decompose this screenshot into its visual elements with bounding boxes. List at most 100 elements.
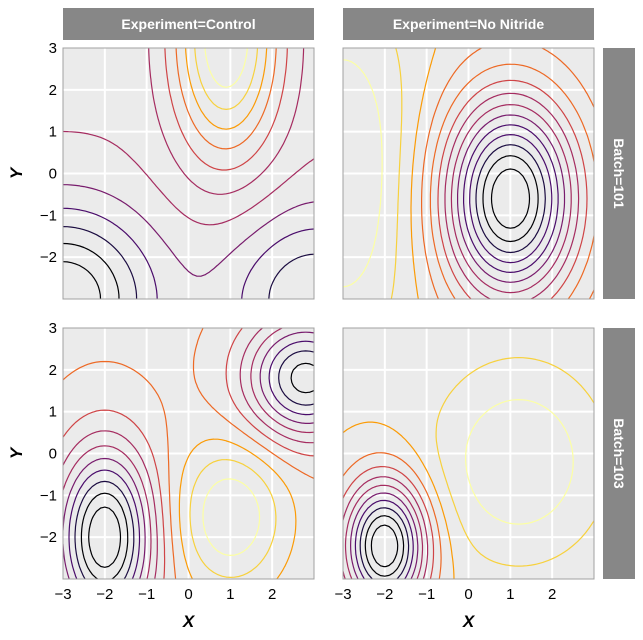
contour-level-7 xyxy=(63,328,314,579)
contour-level-5 xyxy=(463,124,559,273)
contour-level-9 xyxy=(437,79,588,299)
contour-level-1 xyxy=(88,506,122,568)
column-strip-0-label: Experiment=Control xyxy=(121,16,255,32)
contour-lines xyxy=(63,328,314,579)
y-tick-label: −2 xyxy=(40,529,57,546)
y-tick-label: 0 xyxy=(49,446,57,463)
contour-level-8 xyxy=(343,466,435,579)
contour-level-6 xyxy=(63,328,314,579)
x-tick-label: 2 xyxy=(268,586,276,603)
y-tick-label: −1 xyxy=(40,487,57,504)
contour-level-3 xyxy=(63,226,314,299)
row-strip-1: Batch=103 xyxy=(603,328,635,579)
contour-level-14 xyxy=(343,59,383,288)
contour-level-3 xyxy=(359,507,410,579)
x-tick-label: −3 xyxy=(334,586,351,603)
contour-level-8 xyxy=(444,92,580,299)
contour-level-7 xyxy=(450,104,572,294)
contour-level-8 xyxy=(63,328,314,579)
contour-level-12 xyxy=(204,48,248,88)
y-tick-label: 1 xyxy=(49,404,57,421)
y-tick-label: 3 xyxy=(49,40,57,57)
contour-level-10 xyxy=(185,48,268,130)
row-strip-0: Batch=101 xyxy=(603,48,635,299)
contour-level-8 xyxy=(164,48,288,171)
y-tick-label: −2 xyxy=(40,249,57,266)
x-tick-label: 1 xyxy=(506,586,514,603)
y-tick-label: 2 xyxy=(49,362,57,379)
contour-level-9 xyxy=(63,328,314,579)
contour-level-9 xyxy=(175,48,277,150)
contour-lines xyxy=(63,48,314,299)
column-strip-0: Experiment=Control xyxy=(63,8,314,40)
y-tick-label: 2 xyxy=(49,82,57,99)
row-strip-1-label: Batch=103 xyxy=(611,418,627,489)
panel-no-nitride-batch-103: −3 −2 −1 0 1 2 xyxy=(334,327,595,603)
contour-level-4 xyxy=(68,340,314,579)
y-axis-title-row-0: Y xyxy=(7,166,26,179)
contour-level-6 xyxy=(344,484,424,579)
y-tick-label: −1 xyxy=(40,207,57,224)
contour-level-11 xyxy=(435,357,594,567)
contour-level-7 xyxy=(148,48,305,195)
contour-level-7 xyxy=(343,476,429,579)
x-tick-label: 2 xyxy=(548,586,556,603)
contour-level-6 xyxy=(63,130,314,226)
x-tick-label: 1 xyxy=(226,586,234,603)
y-tick-label: 3 xyxy=(49,320,57,337)
contour-level-9 xyxy=(343,452,442,579)
contour-level-12 xyxy=(410,48,437,299)
contour-level-1 xyxy=(370,524,399,568)
y-tick-label: 0 xyxy=(49,166,57,183)
panel-control-batch-103: −2 −1 0 1 2 3 −3 −2 −1 0 1 2 xyxy=(40,320,315,603)
x-tick-label: −3 xyxy=(54,586,71,603)
x-axis-title-col-0: X xyxy=(182,612,196,631)
x-tick-label: −2 xyxy=(96,586,113,603)
panel-border xyxy=(62,327,315,580)
contour-level-1 xyxy=(63,261,102,299)
contour-lines xyxy=(343,357,594,579)
column-strip-1: Experiment=No Nitride xyxy=(343,8,594,40)
contour-level-6 xyxy=(457,114,566,283)
contour-level-5 xyxy=(63,184,314,277)
y-tick-label: 1 xyxy=(49,124,57,141)
contour-level-2 xyxy=(364,515,405,577)
contour-level-5 xyxy=(350,492,419,579)
contour-level-2 xyxy=(482,155,539,243)
contour-level-13 xyxy=(390,48,403,299)
contour-level-1 xyxy=(490,168,531,229)
panel-border xyxy=(62,47,315,300)
column-strip-1-label: Experiment=No Nitride xyxy=(393,16,545,32)
contour-level-11 xyxy=(194,48,259,110)
x-tick-label: −2 xyxy=(376,586,393,603)
contour-level-11 xyxy=(189,459,277,578)
x-tick-label: −1 xyxy=(138,586,155,603)
contour-level-4 xyxy=(63,207,314,299)
contour-level-2 xyxy=(80,362,314,579)
contour-lines xyxy=(343,48,594,299)
panel-no-nitride-batch-101 xyxy=(342,47,595,300)
x-tick-label: 0 xyxy=(464,586,472,603)
grid-lines xyxy=(343,328,594,579)
panel-border xyxy=(342,47,595,300)
contour-level-5 xyxy=(63,331,314,579)
y-axis-title-row-1: Y xyxy=(7,446,26,459)
contour-level-3 xyxy=(74,350,314,579)
grid-lines xyxy=(63,48,314,299)
panel-control-batch-101: −2 −1 0 1 2 3 xyxy=(40,40,315,300)
contour-level-2 xyxy=(63,242,120,299)
contour-level-10 xyxy=(343,421,455,579)
x-tick-label: 0 xyxy=(184,586,192,603)
contour-level-10 xyxy=(429,63,594,299)
contour-level-12 xyxy=(202,478,261,556)
panel-border xyxy=(342,327,595,580)
contour-level-10 xyxy=(178,438,297,579)
contour-level-3 xyxy=(475,144,546,254)
contour-level-4 xyxy=(354,499,414,579)
row-strip-0-label: Batch=101 xyxy=(611,138,627,209)
contour-level-11 xyxy=(421,48,594,299)
contour-level-12 xyxy=(465,399,574,525)
x-axis-title-col-1: X xyxy=(462,612,476,631)
contour-level-4 xyxy=(469,134,553,264)
